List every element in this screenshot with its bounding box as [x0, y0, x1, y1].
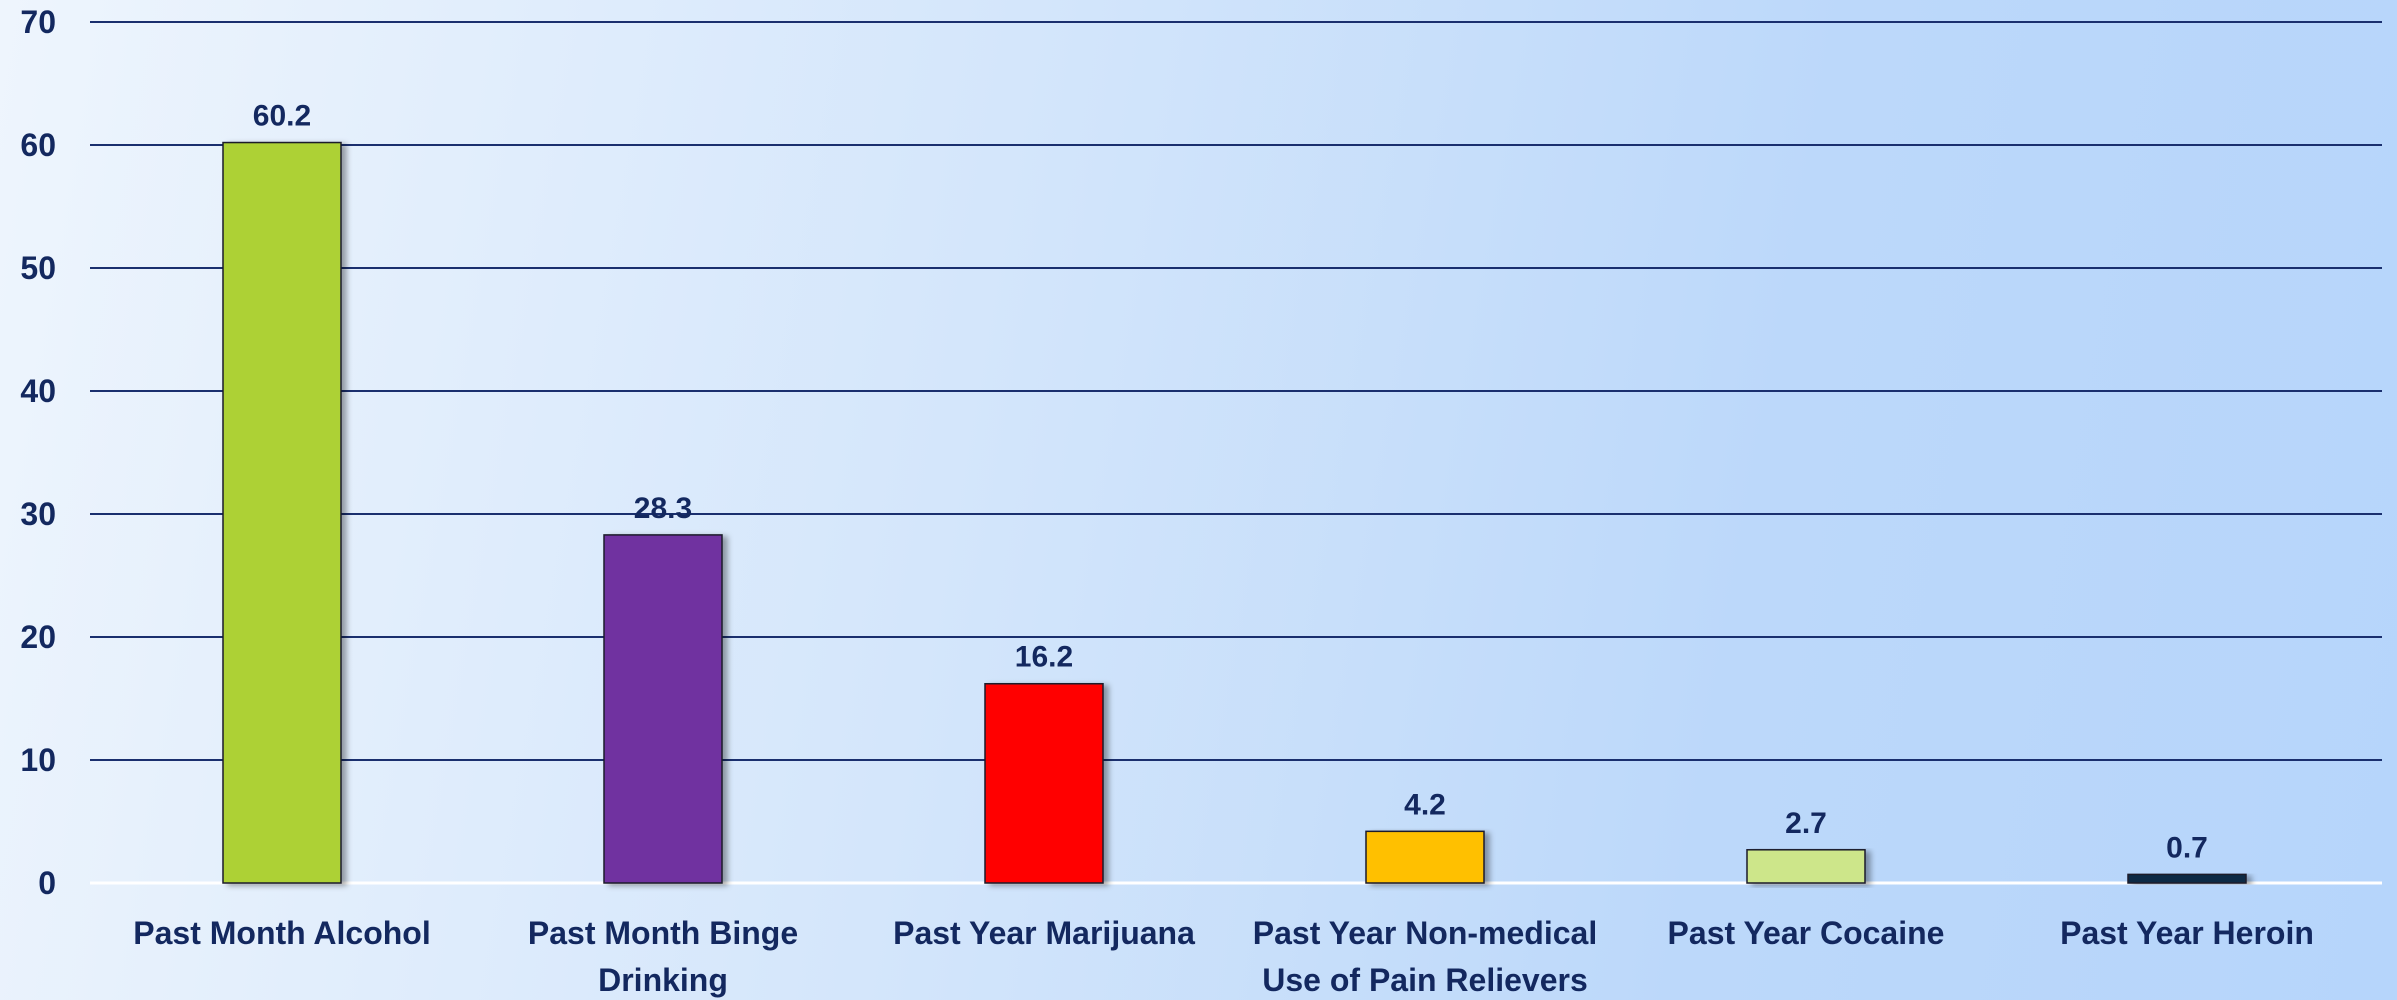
data-label: 2.7 [1785, 807, 1827, 840]
x-tick-label: Past Year Heroin [2060, 915, 2314, 951]
y-tick-label: 20 [20, 619, 56, 655]
bar [1746, 849, 1866, 884]
bar [222, 141, 342, 884]
x-tick-label: Past Year Cocaine [1668, 915, 1945, 951]
x-tick-label: Past Month Binge [528, 915, 798, 951]
y-tick-label: 50 [20, 250, 56, 286]
x-tick-label: Past Month Alcohol [133, 915, 430, 951]
data-label: 60.2 [253, 100, 311, 133]
bar [1365, 830, 1485, 884]
y-tick-label: 40 [20, 373, 56, 409]
x-tick-label: Past Year Non-medical [1253, 915, 1597, 951]
data-label: 0.7 [2166, 831, 2208, 864]
x-tick-label: Past Year Marijuana [893, 915, 1195, 951]
bar [2127, 873, 2247, 884]
bar [984, 682, 1104, 884]
y-tick-label: 60 [20, 127, 56, 163]
y-tick-label: 10 [20, 742, 56, 778]
x-tick-label: Use of Pain Relievers [1262, 962, 1587, 998]
y-tick-label: 70 [20, 4, 56, 40]
y-tick-label: 30 [20, 496, 56, 532]
data-label: 16.2 [1015, 641, 1073, 674]
bar [603, 534, 723, 884]
data-label: 28.3 [634, 492, 692, 525]
data-label: 4.2 [1404, 788, 1446, 821]
y-tick-label: 0 [38, 865, 56, 901]
x-tick-label: Drinking [598, 962, 728, 998]
